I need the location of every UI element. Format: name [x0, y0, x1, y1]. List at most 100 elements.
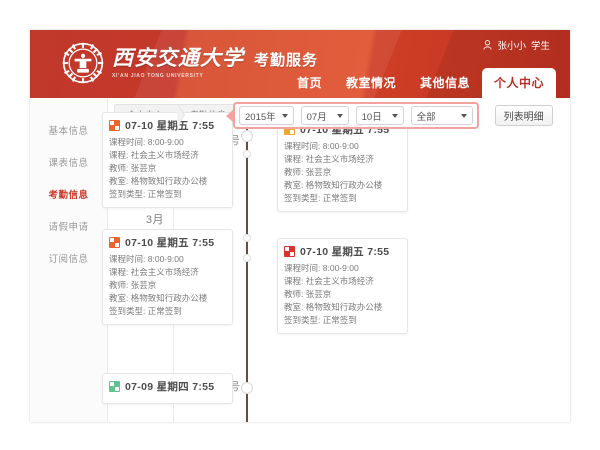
calendar-tile-icon — [109, 237, 120, 248]
user-role: 学生 — [530, 41, 550, 52]
attendance-card-field: 教师: 张芸京 — [284, 166, 401, 179]
nav-tab-personal-center[interactable]: 个人中心 — [481, 68, 556, 98]
attendance-card-header: 07-10 星期五 7:55 — [109, 118, 226, 133]
field-value: 格物致知行政办公楼 — [130, 176, 208, 186]
attendance-card-field: 教师: 张芸京 — [284, 288, 401, 301]
sidebar-item-attendance-info[interactable]: 考勤信息 — [48, 190, 89, 201]
chevron-down-icon — [281, 113, 288, 118]
year-select-value: 2015年 — [245, 111, 276, 123]
timeline-axis — [246, 126, 248, 422]
brand-names: 西安交通大学 XI'AN JIAO TONG UNIVERSITY 考勤服务 — [112, 47, 318, 79]
field-value: 张芸京 — [305, 167, 332, 177]
attendance-card-field: 课程时间: 8:00-9:00 — [284, 140, 401, 153]
sidebar-item-basic-info[interactable]: 基本信息 — [48, 126, 89, 137]
app-window: 西安交通大学 XI'AN JIAO TONG UNIVERSITY 考勤服务 张… — [30, 30, 570, 422]
attendance-card-field: 教室: 格物致知行政办公楼 — [109, 292, 226, 305]
attendance-card-header: 07-10 星期五 7:55 — [109, 235, 226, 250]
brand-block: 西安交通大学 XI'AN JIAO TONG UNIVERSITY 考勤服务 — [62, 42, 318, 84]
field-label: 课程时间: — [284, 263, 321, 273]
attendance-card-field: 教师: 张芸京 — [109, 279, 226, 292]
user-info[interactable]: 张小小 学生 — [483, 38, 550, 52]
attendance-card-field: 课程时间: 8:00-9:00 — [109, 136, 226, 149]
attendance-card-field: 签到类型: 正常签到 — [109, 305, 226, 318]
attendance-card-title: 07-10 星期五 7:55 — [125, 120, 215, 132]
chevron-down-icon — [336, 113, 343, 118]
field-value: 社会主义市场经济 — [130, 150, 199, 160]
month-nav-item-mar[interactable]: 3月 — [145, 213, 164, 226]
field-label: 课程: — [109, 150, 129, 160]
attendance-card[interactable]: 07-10 星期五 7:55 课程时间: 8:00-9:00 课程: 社会主义市… — [277, 116, 408, 212]
timeline-dot — [241, 382, 253, 394]
main-nav: 首页 教室情况 其他信息 个人中心 — [285, 68, 556, 98]
field-value: 张芸京 — [130, 163, 157, 173]
field-value: 8:00-9:00 — [322, 141, 359, 151]
month-select-value: 07月 — [306, 111, 327, 123]
field-value: 张芸京 — [130, 280, 157, 290]
attendance-card-field: 课程时间: 8:00-9:00 — [284, 262, 401, 275]
attendance-card-title: 07-10 星期五 7:55 — [300, 246, 390, 258]
attendance-card-field: 教师: 张芸京 — [109, 162, 226, 175]
attendance-card[interactable]: 07-10 星期五 7:55 课程时间: 8:00-9:00 课程: 社会主义市… — [102, 229, 233, 325]
field-value: 8:00-9:00 — [322, 263, 359, 273]
field-value: 正常签到 — [322, 193, 357, 203]
field-label: 课程时间: — [284, 141, 321, 151]
field-value: 格物致知行政办公楼 — [305, 302, 383, 312]
attendance-card-field: 教室: 格物致知行政办公楼 — [109, 175, 226, 188]
field-label: 签到类型: — [109, 306, 146, 316]
calendar-tile-icon — [284, 246, 295, 257]
field-label: 教师: — [284, 167, 304, 177]
attendance-card-header: 07-10 星期五 7:55 — [284, 244, 401, 259]
field-value: 正常签到 — [147, 189, 182, 199]
chevron-down-icon — [391, 113, 398, 118]
field-value: 格物致知行政办公楼 — [130, 293, 208, 303]
attendance-card-field: 教室: 格物致知行政办公楼 — [284, 301, 401, 314]
sidebar-item-subscription-info[interactable]: 订阅信息 — [48, 254, 89, 265]
timeline-area: 2015 7月 6月 5月 3月 2月 1月 2014 2013 10号 09号 — [102, 112, 570, 422]
field-value: 社会主义市场经济 — [305, 276, 374, 286]
field-value: 正常签到 — [147, 306, 182, 316]
attendance-card[interactable]: 07-10 星期五 7:55 课程时间: 8:00-9:00 课程: 社会主义市… — [277, 238, 408, 334]
list-detail-button[interactable]: 列表明细 — [494, 105, 553, 126]
field-label: 课程: — [109, 267, 129, 277]
field-value: 8:00-9:00 — [147, 137, 184, 147]
timeline-dot — [243, 150, 251, 158]
field-label: 教室: — [284, 180, 304, 190]
month-select[interactable]: 07月 — [300, 106, 349, 125]
type-select-value: 全部 — [416, 111, 436, 123]
university-name-en: XI'AN JIAO TONG UNIVERSITY — [112, 73, 204, 79]
person-icon — [483, 40, 493, 50]
nav-tab-classroom[interactable]: 教室情况 — [345, 76, 396, 90]
type-select[interactable]: 全部 — [410, 106, 473, 125]
field-label: 教师: — [284, 289, 304, 299]
year-select[interactable]: 2015年 — [239, 106, 294, 125]
field-label: 教室: — [109, 176, 129, 186]
field-label: 课程: — [284, 276, 304, 286]
field-label: 课程: — [284, 154, 304, 164]
attendance-card-field: 课程: 社会主义市场经济 — [284, 275, 401, 288]
sidebar-item-schedule-info[interactable]: 课表信息 — [48, 158, 89, 169]
timeline-dot — [243, 254, 251, 262]
field-label: 教师: — [109, 280, 129, 290]
attendance-card-header: 07-09 星期四 7:55 — [109, 379, 226, 394]
field-value: 正常签到 — [322, 315, 357, 325]
attendance-card-field: 课程: 社会主义市场经济 — [109, 266, 226, 279]
attendance-card[interactable]: 07-09 星期四 7:55 — [102, 373, 233, 404]
nav-tab-other-info[interactable]: 其他信息 — [419, 76, 470, 90]
field-value: 社会主义市场经济 — [305, 154, 374, 164]
nav-tab-home[interactable]: 首页 — [296, 76, 322, 90]
field-label: 教师: — [109, 163, 129, 173]
day-select[interactable]: 10日 — [355, 106, 404, 125]
service-name: 考勤服务 — [254, 51, 319, 69]
filter-bar: 2015年 07月 10日 全部 列 — [233, 102, 553, 129]
attendance-card-field: 签到类型: 正常签到 — [284, 314, 401, 327]
attendance-card[interactable]: 07-10 星期五 7:55 课程时间: 8:00-9:00 课程: 社会主义市… — [102, 112, 233, 208]
attendance-card-field: 课程时间: 8:00-9:00 — [109, 253, 226, 266]
field-label: 签到类型: — [109, 189, 146, 199]
attendance-card-field: 教室: 格物致知行政办公楼 — [284, 179, 401, 192]
timeline-dot — [241, 130, 253, 142]
content-area: 个人中心 考勤信息 时间轴 2015年 07月 10日 — [102, 98, 570, 422]
day-select-value: 10日 — [361, 111, 382, 123]
field-label: 教室: — [109, 293, 129, 303]
university-name-cn: 西安交通大学 — [112, 45, 244, 70]
sidebar-item-leave-request[interactable]: 请假申请 — [48, 222, 89, 233]
